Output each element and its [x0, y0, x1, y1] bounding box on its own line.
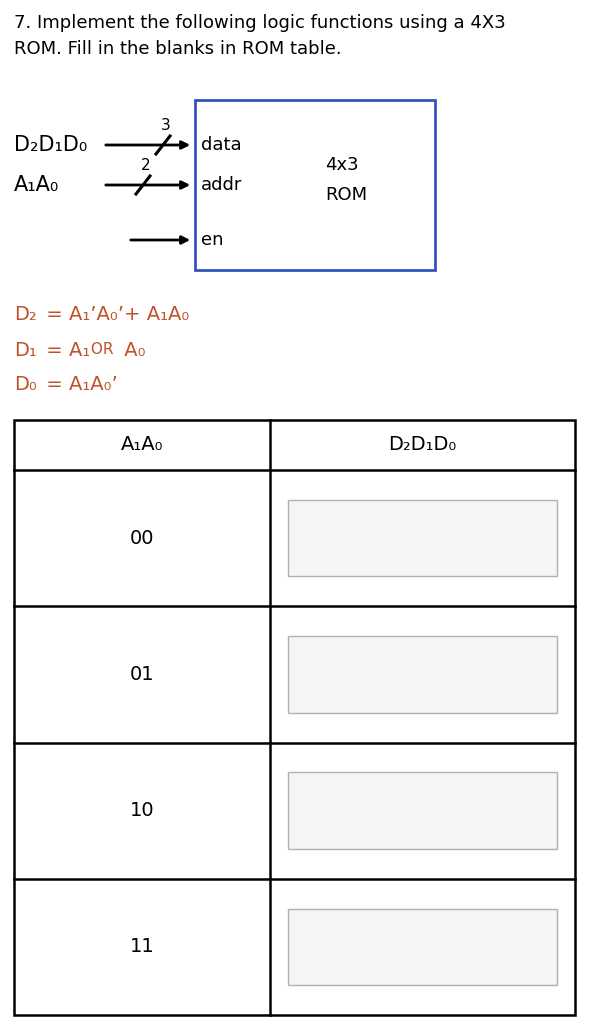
- Text: = A₁A₀’: = A₁A₀’: [40, 376, 118, 394]
- Bar: [288, 636, 557, 713]
- Text: 4x3: 4x3: [325, 156, 359, 174]
- Bar: [288, 909, 557, 985]
- Text: ROM. Fill in the blanks in ROM table.: ROM. Fill in the blanks in ROM table.: [14, 40, 342, 58]
- Bar: [288, 500, 557, 576]
- Bar: [195, 100, 435, 270]
- Text: 3: 3: [161, 118, 171, 134]
- Text: addr: addr: [201, 176, 242, 194]
- Text: 7. Implement the following logic functions using a 4X3: 7. Implement the following logic functio…: [14, 14, 506, 32]
- Bar: [288, 772, 557, 848]
- Text: 11: 11: [129, 938, 154, 956]
- Text: ROM: ROM: [325, 186, 367, 204]
- Text: data: data: [201, 136, 242, 154]
- Text: D₀: D₀: [14, 376, 37, 394]
- Text: 00: 00: [130, 529, 154, 547]
- Text: en: en: [201, 231, 223, 249]
- Text: A₀: A₀: [118, 341, 145, 359]
- Text: D₁: D₁: [14, 341, 37, 359]
- Text: D₂: D₂: [14, 305, 37, 325]
- Text: 01: 01: [129, 664, 154, 684]
- Text: D₂D₁D₀: D₂D₁D₀: [14, 135, 87, 155]
- Bar: [14, 420, 575, 1015]
- Text: 2: 2: [141, 158, 151, 173]
- Text: A₁A₀: A₁A₀: [121, 435, 163, 455]
- Text: D₂D₁D₀: D₂D₁D₀: [388, 435, 457, 455]
- Text: 10: 10: [129, 801, 154, 821]
- Text: A₁A₀: A₁A₀: [14, 175, 59, 195]
- Text: = A₁: = A₁: [40, 341, 90, 359]
- Text: OR: OR: [86, 342, 118, 357]
- Text: = A₁’A₀’+ A₁A₀: = A₁’A₀’+ A₁A₀: [40, 305, 189, 325]
